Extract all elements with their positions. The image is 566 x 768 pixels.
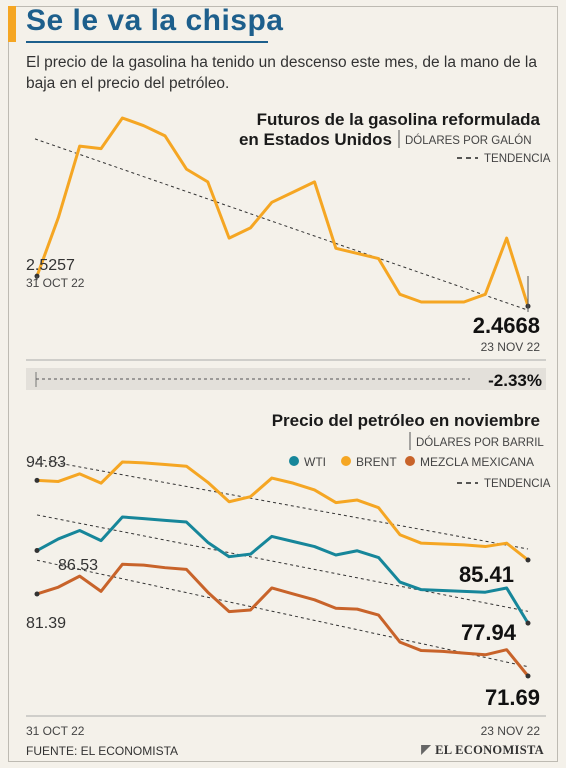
legend-mezcla-label: MEZCLA MEXICANA (420, 455, 534, 469)
page-title: Se le va la chispa (26, 4, 284, 37)
wti-start-point (34, 548, 40, 554)
wti-end-value: 77.94 (461, 620, 517, 645)
legend-brent-label: BRENT (356, 455, 397, 469)
brent-series-line (36, 460, 529, 562)
title-underline (26, 41, 268, 43)
brent-start-value: 94.83 (26, 454, 66, 471)
brent-end-point (525, 557, 531, 563)
logo-mark-icon (421, 745, 432, 755)
legend-wti-swatch (289, 456, 299, 466)
chart1-start-date: 31 OCT 22 (26, 276, 85, 290)
wti-start-value: 86.53 (58, 557, 98, 574)
change-value: -2.33% (488, 371, 542, 390)
source-note: FUENTE: EL ECONOMISTA (26, 744, 179, 758)
publisher-logo: EL ECONOMISTA (421, 743, 544, 758)
chart1-start-value: 2.5257 (26, 257, 75, 274)
infographic-frame (8, 6, 558, 762)
x-axis-start-label: 31 OCT 22 (26, 724, 85, 738)
chart1-end-date: 23 NOV 22 (481, 340, 541, 354)
x-axis-end-label: 23 NOV 22 (481, 724, 541, 738)
chart2-title: Precio del petróleo en noviembre (272, 411, 540, 430)
brent-trend-line (36, 458, 529, 550)
chart2-plot (34, 458, 531, 679)
chart2-trend-legend-label: TENDENCIA (484, 478, 551, 490)
chart1-title-line2: en Estados Unidos (239, 130, 392, 149)
title-accent-bar (8, 6, 16, 42)
wti-trend-line (36, 514, 529, 612)
chart1-trend-line (34, 138, 529, 311)
publisher-logo-text: EL ECONOMISTA (435, 743, 544, 757)
mezcla-start-value: 81.39 (26, 615, 66, 632)
chart1-unit: DÓLARES POR GALÓN (405, 134, 532, 147)
chart1-end-value: 2.4668 (473, 313, 540, 338)
mezcla-end-value: 71.69 (485, 685, 540, 710)
chart2-unit: DÓLARES POR BARRIL (416, 436, 544, 449)
wti-series-line (36, 515, 530, 624)
brent-start-point (34, 477, 40, 483)
mezcla-series-line (36, 562, 530, 677)
chart1-trend-legend-label: TENDENCIA (484, 153, 551, 165)
mezcla-trend-line (36, 559, 529, 668)
wti-end-point (525, 620, 531, 626)
page-subtitle: El precio de la gasolina ha tenido un de… (26, 54, 537, 92)
mezcla-start-point (34, 591, 40, 597)
change-bar (26, 368, 546, 390)
legend-brent-swatch (341, 456, 351, 466)
legend-wti-label: WTI (304, 455, 326, 469)
mezcla-end-point (525, 673, 531, 679)
chart1-series-line (35, 116, 530, 307)
brent-end-value: 85.41 (459, 562, 514, 587)
chart1-title-line1: Futuros de la gasolina reformulada (257, 110, 541, 129)
legend-mezcla-swatch (405, 456, 415, 466)
